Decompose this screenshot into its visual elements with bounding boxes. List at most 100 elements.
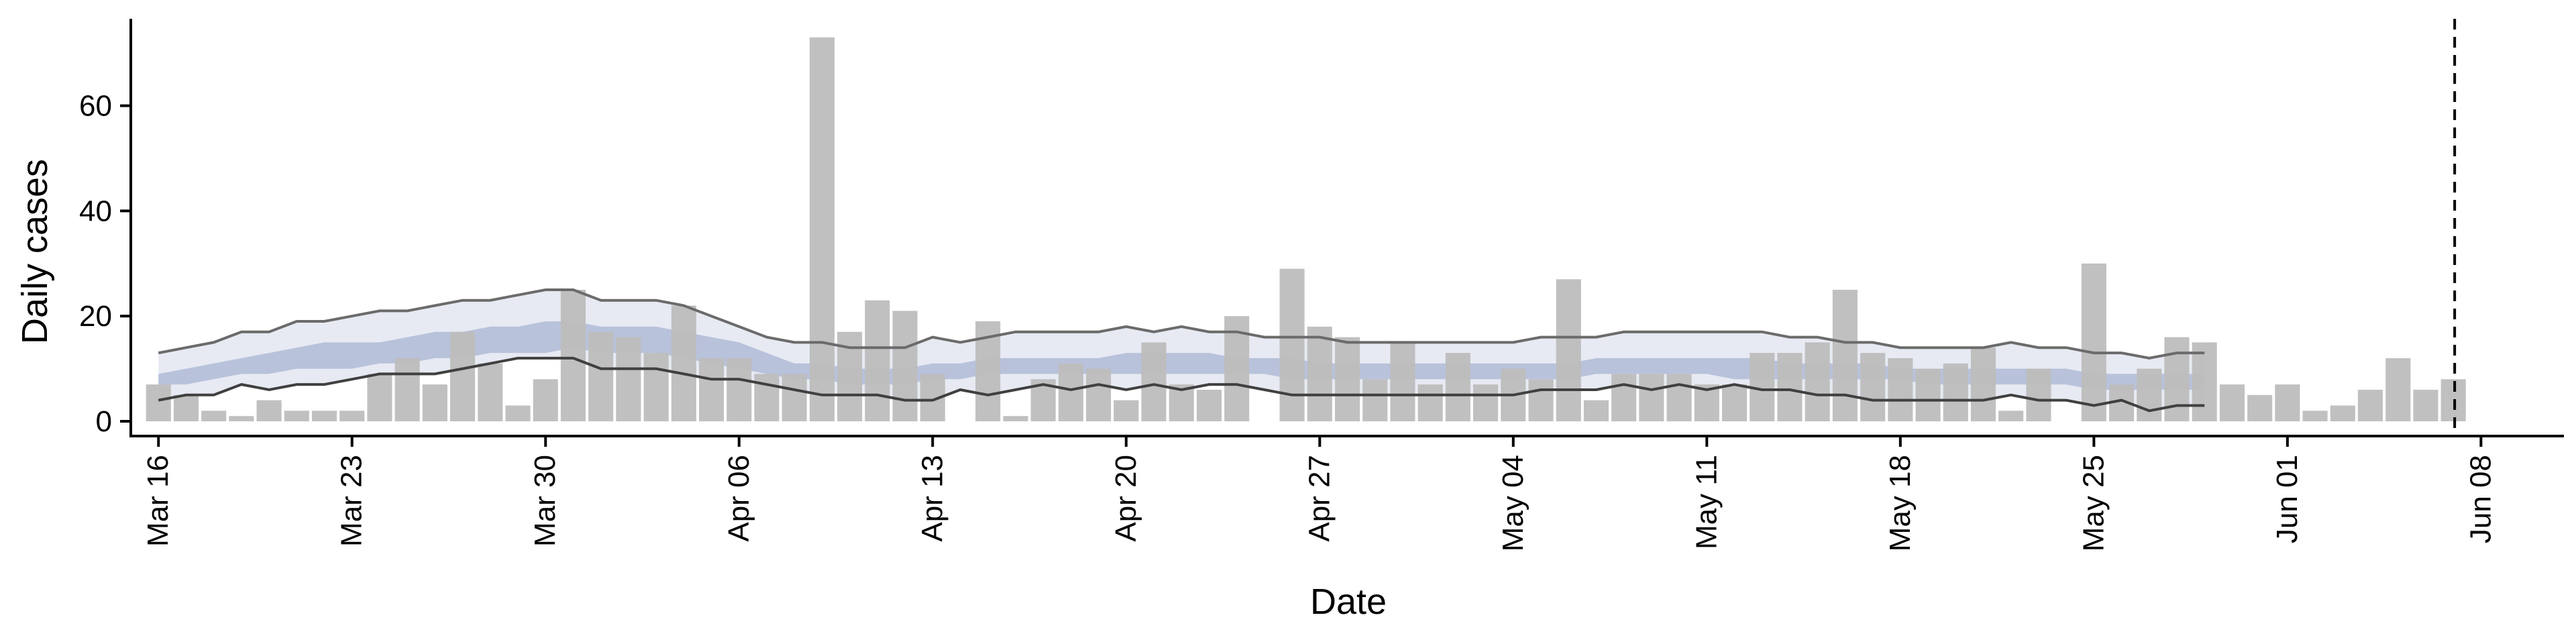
daily-case-bar xyxy=(892,311,918,421)
daily-case-bar xyxy=(1915,368,1941,421)
daily-case-bar xyxy=(1666,374,1692,421)
daily-case-bar xyxy=(1086,368,1112,421)
daily-case-bar xyxy=(201,411,227,421)
x-tick-label: May 04 xyxy=(1497,455,1529,551)
daily-case-bar xyxy=(339,411,365,421)
x-tick-label: Apr 20 xyxy=(1110,455,1142,542)
x-ticks: Mar 16 Mar 23 Mar 30 Apr 06 Apr 13 Apr 20 Apr … xyxy=(142,436,2497,551)
daily-case-bar xyxy=(312,411,337,421)
daily-case-bar xyxy=(1970,347,1996,421)
x-tick-label: Mar 23 xyxy=(335,455,368,547)
daily-case-bar xyxy=(2247,394,2273,421)
daily-case-bar xyxy=(1279,268,1305,421)
y-axis-title: Daily cases xyxy=(15,159,55,344)
daily-case-bar xyxy=(229,416,254,421)
daily-case-bar xyxy=(2192,342,2217,421)
daily-case-bar xyxy=(450,331,476,421)
daily-case-bar xyxy=(2164,337,2190,421)
daily-case-bar xyxy=(782,374,807,421)
daily-case-bar xyxy=(1362,379,1388,421)
daily-case-bar xyxy=(588,331,614,421)
daily-case-bar xyxy=(146,384,171,421)
daily-case-bar xyxy=(1556,279,1581,421)
daily-case-bar xyxy=(1417,384,1443,421)
daily-case-bar xyxy=(1141,342,1167,421)
y-ticks: 0 20 40 60 xyxy=(79,90,131,438)
daily-case-bar xyxy=(173,394,199,421)
axes: 0 20 40 60 Mar 16 Mar 23 Mar 30 Apr 06 Apr 13 Ap… xyxy=(79,19,2564,551)
daily-case-bar xyxy=(727,358,752,421)
daily-case-bar xyxy=(1611,374,1637,421)
daily-case-bar xyxy=(1445,353,1470,421)
bound-lines xyxy=(158,288,2205,413)
daily-case-bar xyxy=(754,374,780,421)
daily-case-bars xyxy=(146,37,2466,421)
daily-case-bar xyxy=(1196,390,1222,421)
prediction-bands xyxy=(158,290,2205,411)
daily-case-bar xyxy=(1777,353,1803,421)
daily-case-bar xyxy=(2081,263,2106,421)
x-tick-label: May 11 xyxy=(1690,455,1723,549)
x-tick-label: Apr 27 xyxy=(1303,455,1336,542)
x-tick-label: Mar 30 xyxy=(529,455,561,547)
x-tick-label: Jun 08 xyxy=(2464,455,2497,543)
x-tick-label: Jun 01 xyxy=(2271,455,2304,543)
daily-case-bar xyxy=(1998,411,2024,421)
daily-case-bar xyxy=(2413,390,2438,421)
daily-case-bar xyxy=(671,305,696,421)
daily-case-bar xyxy=(1860,353,1886,421)
daily-case-bar xyxy=(2219,384,2245,421)
daily-case-bar xyxy=(643,353,669,421)
daily-case-bar xyxy=(367,374,392,421)
daily-case-bar xyxy=(284,411,309,421)
inner-prediction-band xyxy=(158,321,2205,390)
outer-prediction-band xyxy=(158,290,2205,411)
x-tick-label: May 25 xyxy=(2077,455,2110,551)
daily-case-bar xyxy=(505,405,531,421)
daily-case-bar xyxy=(1583,400,1609,421)
daily-case-bar xyxy=(478,363,503,421)
daily-case-bar xyxy=(2026,368,2051,421)
daily-case-bar xyxy=(1722,384,1748,421)
y-tick-label: 60 xyxy=(79,90,112,123)
x-tick-label: Apr 06 xyxy=(722,455,755,542)
daily-case-bar xyxy=(422,384,447,421)
daily-case-bar xyxy=(699,358,724,421)
daily-case-bar xyxy=(1528,379,1554,421)
daily-case-bar xyxy=(1888,358,1913,421)
daily-case-bar xyxy=(809,37,835,421)
daily-case-bar xyxy=(616,337,641,421)
daily-case-bar xyxy=(2357,390,2383,421)
daily-case-bar xyxy=(1639,374,1664,421)
daily-case-bar xyxy=(1114,400,1139,421)
daily-case-bar xyxy=(560,290,586,421)
daily-case-bar xyxy=(1943,363,1968,421)
daily-case-bar xyxy=(865,300,890,421)
daily-case-bar xyxy=(533,379,558,421)
daily-case-bar xyxy=(1003,416,1028,421)
y-tick-label: 0 xyxy=(96,405,112,438)
x-tick-label: Apr 13 xyxy=(916,455,949,542)
daily-case-bar xyxy=(2385,358,2411,421)
daily-case-bar xyxy=(2330,405,2355,421)
daily-case-bar xyxy=(2137,368,2162,421)
daily-case-bar xyxy=(1473,384,1499,421)
y-tick-label: 40 xyxy=(79,195,112,227)
daily-case-bar xyxy=(1805,342,1830,421)
daily-case-bar xyxy=(1335,337,1360,421)
daily-case-bar xyxy=(1058,363,1083,421)
daily-case-bar xyxy=(1307,326,1332,421)
x-tick-label: Mar 16 xyxy=(142,455,174,547)
daily-case-bar xyxy=(2302,411,2328,421)
daily-case-bar xyxy=(1832,290,1858,421)
daily-case-bar xyxy=(2275,384,2300,421)
daily-case-bar xyxy=(394,358,420,421)
y-tick-label: 20 xyxy=(79,300,112,333)
daily-case-bar xyxy=(1390,342,1415,421)
lower-bound-line xyxy=(158,356,2205,413)
daily-case-bar xyxy=(256,400,282,421)
x-tick-label: May 18 xyxy=(1884,455,1917,551)
x-axis-title: Date xyxy=(1310,582,1387,622)
upper-bound-line xyxy=(158,288,2205,360)
